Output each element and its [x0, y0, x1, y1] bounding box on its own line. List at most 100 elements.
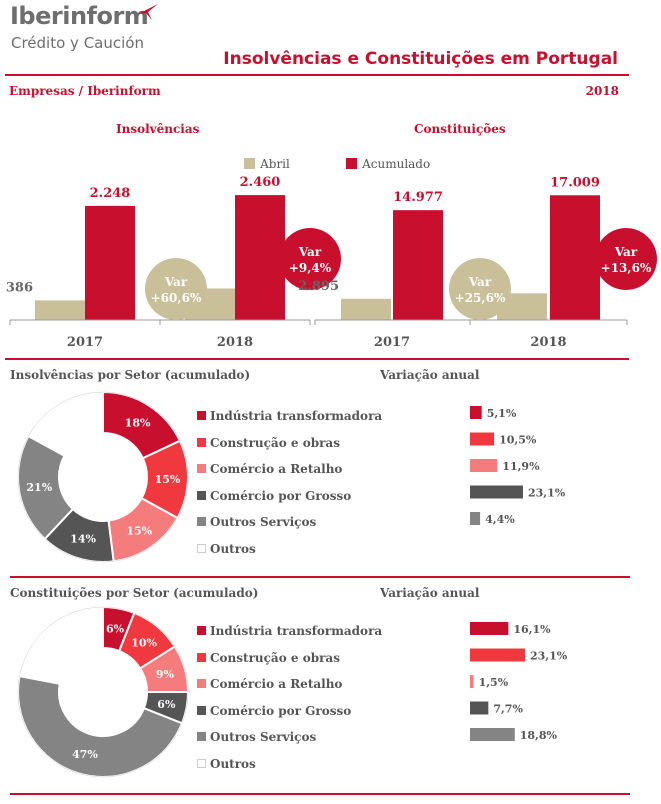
constituicoes-variacao-chart: 16,1% 23,1% 1,5% 7,7% 18,8% — [470, 622, 568, 742]
variation-bar — [470, 459, 498, 472]
bar-value-label: 14.977 — [393, 190, 443, 205]
section-divider-1 — [5, 358, 629, 360]
sector-legend-swatch — [197, 437, 206, 447]
sector-legend-item: Indústria transformadora — [197, 620, 382, 639]
variation-bar-label: 23,1% — [530, 650, 568, 663]
sector-legend-label: Outros Serviços — [210, 730, 317, 744]
variation-bar — [470, 406, 482, 419]
sector-legend-item: Comércio por Grosso — [197, 700, 351, 719]
donut-slice-label: 10% — [131, 636, 157, 649]
sector-legend-label: Comércio a Retalho — [210, 677, 343, 691]
variation-badge — [449, 258, 511, 320]
variation-badge — [595, 228, 657, 290]
insolvencias-donut-chart: 18% 15% 15% 14% 21% — [17, 390, 189, 563]
variation-bar-label: 4,4% — [485, 513, 515, 526]
variation-badge-value: +25,6% — [455, 291, 506, 305]
variation-bar-label: 10,5% — [499, 434, 537, 447]
constituicoes-variacao-title: Variação anual — [380, 586, 480, 600]
donut-slice-label: 15% — [126, 524, 152, 537]
variation-bar-label: 11,9% — [502, 460, 540, 473]
sector-legend-item: Outros — [197, 538, 256, 557]
constituicoes-donut-chart: 6% 10% 9% 6% 47% — [17, 605, 190, 778]
donut-slice-label: 9% — [156, 668, 175, 681]
sector-legend-item: Outros Serviços — [197, 511, 316, 530]
top-bar-charts: 3862.24820176202.4602018Var+60,6%Var+9,4… — [6, 175, 657, 350]
x-tick-label: 2017 — [67, 335, 103, 350]
bar-value-label: 2.895 — [298, 279, 339, 294]
sector-legend-swatch — [197, 517, 206, 526]
sector-legend-label: Construção e obras — [210, 650, 340, 665]
sector-legend-item: Construção e obras — [197, 432, 340, 451]
variation-badge — [145, 258, 207, 320]
variation-bar-label: 23,1% — [528, 487, 566, 500]
legend-abril: Abril — [244, 153, 290, 172]
variation-bar-label: 5,1% — [487, 407, 517, 420]
variation-bar — [470, 728, 515, 741]
donut-outline — [17, 391, 189, 563]
sector-legend-swatch — [197, 679, 206, 688]
sector-legend-swatch — [197, 626, 206, 635]
bar-value-label: 2.460 — [240, 175, 281, 190]
variation-bar — [470, 432, 495, 446]
sector-legend-label: Comércio por Grosso — [210, 703, 352, 718]
donut-slice-label: 14% — [70, 532, 96, 545]
footer-divider — [10, 793, 630, 795]
logo-tagline: Crédito y Caución — [11, 34, 144, 52]
donut-slice-label: 15% — [155, 473, 181, 486]
variation-badge-value: +9,4% — [289, 261, 332, 275]
variation-badge-label: Var — [164, 275, 188, 289]
bar-1-2017-1 — [393, 210, 443, 320]
sector-legend-swatch — [197, 652, 206, 662]
insolvencias-variacao-title: Variação anual — [380, 368, 480, 382]
x-tick-label: 2018 — [530, 335, 566, 350]
sector-legend-item: Comércio por Grosso — [197, 485, 351, 504]
variation-bar-label: 18,8% — [520, 729, 558, 742]
variation-badge-label: Var — [468, 275, 492, 289]
bar-0-2017-0 — [35, 300, 85, 320]
x-tick-label: 2017 — [374, 335, 410, 350]
sector-legend-item: Comércio a Retalho — [197, 673, 342, 692]
variation-badge-value: +60,6% — [151, 291, 202, 305]
header-divider — [5, 74, 629, 76]
sector-legend-swatch — [197, 464, 206, 473]
sector-legend-label: Outros — [210, 756, 256, 771]
variation-bar-label: 1,5% — [479, 676, 509, 689]
legend-label-abril: Abril — [260, 157, 290, 171]
donut-slice-label: 21% — [26, 481, 52, 494]
sector-legend-item: Outros — [197, 753, 256, 772]
sector-legend-label: Construção e obras — [210, 435, 340, 450]
variation-bar — [470, 701, 489, 715]
variation-bar — [470, 485, 523, 499]
donut-slice-label: 18% — [125, 417, 151, 430]
bar-1-2018-1 — [550, 195, 600, 320]
x-tick-label: 2018 — [217, 335, 253, 350]
sector-legend-item: Outros Serviços — [197, 726, 316, 745]
variation-bar — [470, 512, 481, 525]
logo-bird-icon — [138, 4, 158, 20]
legend-label-acumulado: Acumulado — [362, 157, 431, 171]
sector-legend-label: Outros Serviços — [210, 515, 317, 529]
bar-0-2018-1 — [235, 195, 285, 320]
page-title: Insolvências e Constituições em Portugal — [223, 49, 618, 69]
donut-slice-label: 6% — [106, 623, 125, 636]
donut-outline — [17, 606, 189, 778]
variation-bar-label: 16,1% — [513, 623, 551, 636]
sector-legend-item: Construção e obras — [197, 647, 340, 666]
logo-wordmark: Iberinform — [10, 2, 149, 30]
donut-slice-label: 47% — [72, 748, 98, 761]
legend-swatch-acumulado — [346, 158, 357, 169]
sector-legend-label: Comércio por Grosso — [210, 488, 352, 503]
sector-legend-label: Indústria transformadora — [210, 409, 383, 423]
variation-bar — [470, 622, 509, 635]
sector-legend-swatch — [197, 543, 206, 553]
variation-bar — [470, 675, 474, 688]
bar-0-2017-1 — [85, 205, 135, 320]
variation-badge-label: Var — [298, 245, 322, 259]
variation-badge — [279, 228, 341, 290]
sector-legend-swatch — [197, 732, 206, 741]
constituicoes-chart-title: Constituições — [414, 122, 506, 136]
insolvencias-variacao-chart: 5,1% 10,5% 11,9% 23,1% 4,4% — [470, 406, 566, 526]
sector-legend-swatch — [197, 758, 206, 768]
bar-value-label: 17.009 — [550, 175, 600, 190]
legend-swatch-abril — [244, 158, 255, 169]
